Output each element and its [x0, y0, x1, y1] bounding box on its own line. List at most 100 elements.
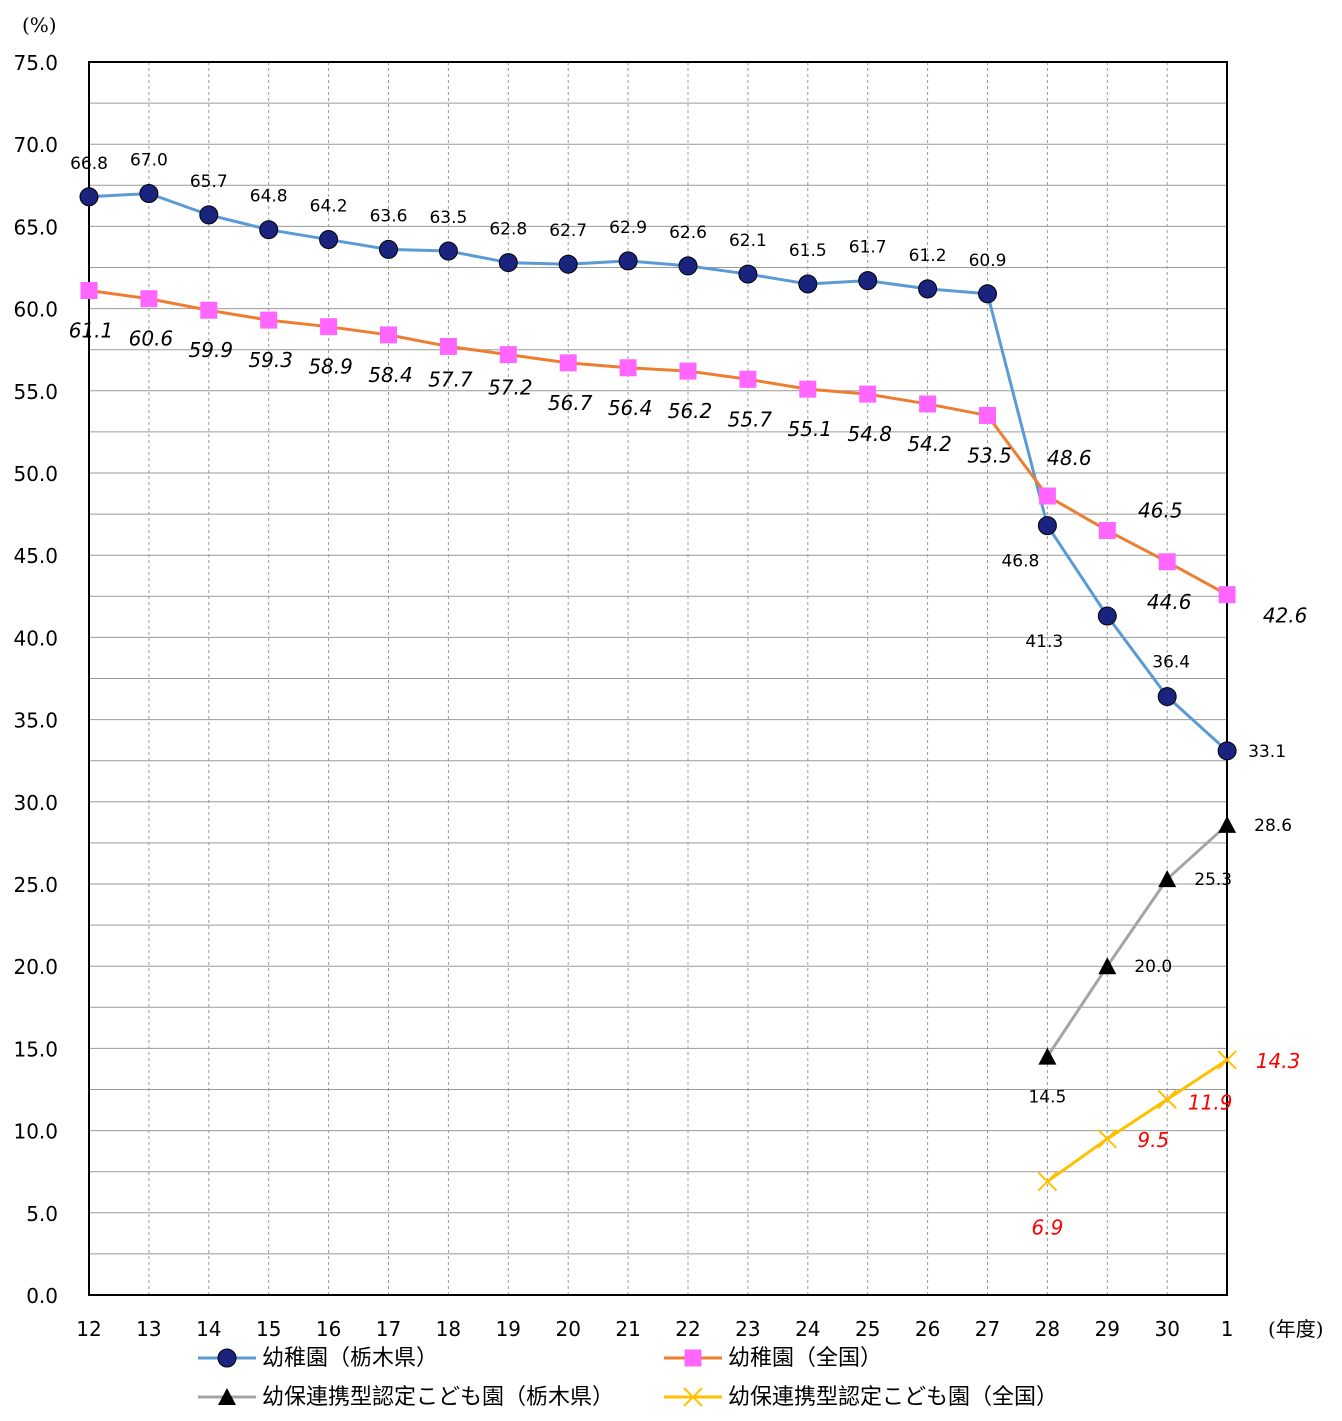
legend-label: 幼稚園（栃木県）	[262, 1346, 438, 1371]
legend-marker	[217, 1348, 237, 1368]
data-labels-layer: 66.8 67.0 65.7 64.8 64.2 63.6 63.5 62.8 62.7 62.9…	[69, 151, 1308, 1240]
y-tick-label: 65.0	[13, 215, 58, 239]
series-tochigi-kindergarten-marker	[79, 187, 99, 207]
y-tick-label: 45.0	[13, 544, 58, 568]
data-label-national-kindergarten: 54.8	[847, 422, 892, 446]
data-label-national-kindergarten: 55.1	[788, 417, 833, 441]
series-national-kindergarten-marker	[80, 282, 98, 300]
y-axis: 0.0 5.0 10.0 15.0 20.0 25.0 30.0 35.0 40.0 45.0 50…	[13, 51, 58, 1308]
series-national-kindergarten-marker	[380, 326, 397, 344]
legend-item: 幼保連携型認定こども園（栃木県）	[198, 1385, 614, 1410]
y-tick-label: 10.0	[13, 1120, 58, 1144]
series-tochigi-kodomoen-marker	[1218, 815, 1237, 833]
data-label-national-kindergarten: 57.7	[428, 367, 473, 391]
data-label-national-kindergarten: 42.6	[1263, 604, 1308, 628]
x-axis-unit-label: (年度)	[1268, 1317, 1324, 1341]
y-tick-label: 30.0	[13, 791, 58, 815]
series-tochigi-kindergarten-marker	[738, 264, 758, 284]
series-tochigi-kodomoen-line	[1046, 823, 1229, 1058]
x-tick-label: 16	[316, 1317, 341, 1341]
data-label-national-kodomoen: 11.9	[1188, 1090, 1233, 1114]
x-tick-label: 18	[436, 1317, 461, 1341]
series-layer	[79, 184, 1237, 1192]
data-label-national-kodomoen: 6.9	[1031, 1216, 1063, 1240]
marker-stroke	[1157, 1089, 1177, 1110]
legend-marker	[218, 1388, 236, 1405]
data-label-national-kindergarten: 58.4	[368, 363, 413, 387]
data-label-national-kindergarten: 44.6	[1147, 590, 1192, 614]
y-tick-label: 60.0	[13, 298, 58, 322]
series-national-kindergarten-line	[88, 289, 1228, 596]
x-tick-label: 17	[376, 1317, 401, 1341]
x-axis: 12 13 14 15 16 17 18 19 20 21 22 23 24 25 26 27 28 29 30 1	[76, 1317, 1233, 1341]
series-national-kindergarten-marker	[979, 406, 996, 424]
data-label-national-kindergarten: 48.6	[1047, 446, 1092, 470]
series-national-kindergarten-marker	[859, 385, 877, 403]
series-tochigi-kindergarten-marker	[798, 274, 818, 294]
y-tick-label: 0.0	[26, 1284, 58, 1308]
data-label-tochigi-kindergarten: 61.5	[789, 241, 827, 261]
series-national-kindergarten-marker	[619, 359, 637, 377]
series-tochigi-kindergarten-marker	[858, 271, 878, 291]
series-tochigi-kindergarten-marker	[978, 284, 997, 304]
legend-label: 幼保連携型認定こども園（栃木県）	[262, 1385, 614, 1410]
y-tick-label: 55.0	[13, 380, 58, 404]
data-label-tochigi-kindergarten: 64.2	[310, 197, 348, 217]
series-national-kindergarten-marker	[200, 301, 218, 319]
series-tochigi-kindergarten-marker	[199, 205, 219, 225]
series-tochigi-kindergarten-marker	[438, 241, 458, 261]
x-tick-label: 22	[675, 1317, 700, 1341]
series-national-kindergarten-marker	[919, 395, 937, 413]
y-tick-label: 40.0	[13, 626, 58, 650]
series-national-kindergarten-marker	[559, 354, 577, 372]
series-national-kodomoen-line	[1046, 1058, 1228, 1183]
series-tochigi-kodomoen	[1038, 815, 1237, 1065]
series-national-kindergarten-marker	[499, 346, 517, 364]
data-label-national-kindergarten: 56.7	[548, 391, 593, 415]
series-national-kodomoen-marker	[1097, 1129, 1118, 1149]
data-label-national-kindergarten: 54.2	[907, 432, 952, 456]
legend-label: 幼稚園（全国）	[728, 1346, 882, 1371]
data-label-national-kindergarten: 61.1	[69, 319, 114, 343]
data-label-national-kodomoen: 9.5	[1137, 1128, 1169, 1152]
series-tochigi-kindergarten-marker	[498, 253, 518, 273]
data-label-tochigi-kindergarten: 60.9	[969, 251, 1007, 271]
y-tick-label: 20.0	[13, 955, 58, 979]
data-label-national-kindergarten: 56.2	[668, 399, 713, 423]
marker-stroke	[1097, 1129, 1118, 1149]
series-national-kindergarten-marker	[1218, 586, 1236, 604]
data-label-tochigi-kindergarten: 63.5	[429, 208, 467, 228]
data-label-tochigi-kindergarten: 66.8	[70, 154, 108, 174]
series-national-kindergarten-marker	[679, 362, 697, 380]
y-tick-label: 5.0	[26, 1202, 58, 1226]
y-tick-label: 25.0	[13, 873, 58, 897]
series-national-kindergarten-marker	[1038, 487, 1056, 505]
series-national-kodomoen	[1037, 1050, 1237, 1192]
x-tick-label: 23	[735, 1317, 760, 1341]
series-tochigi-kindergarten-marker	[1217, 741, 1237, 761]
x-tick-label: 13	[136, 1317, 161, 1341]
data-label-national-kodomoen: 14.3	[1256, 1049, 1301, 1073]
data-label-tochigi-kindergarten: 62.9	[609, 218, 647, 238]
series-tochigi-kindergarten-marker	[1037, 516, 1057, 536]
data-label-national-kindergarten: 56.4	[608, 396, 653, 420]
marker-stroke	[1037, 1171, 1058, 1192]
series-national-kindergarten	[80, 282, 1236, 604]
data-label-tochigi-kodomoen: 28.6	[1254, 816, 1292, 836]
series-tochigi-kindergarten	[79, 184, 1237, 761]
data-label-tochigi-kindergarten: 62.6	[669, 223, 707, 243]
series-national-kindergarten-marker	[260, 311, 278, 329]
x-tick-label: 14	[196, 1317, 221, 1341]
series-national-kodomoen-marker	[1037, 1171, 1058, 1192]
data-label-national-kindergarten: 60.6	[129, 327, 174, 351]
y-axis-unit-label: (%)	[22, 13, 57, 37]
series-tochigi-kindergarten-marker	[918, 279, 938, 299]
series-tochigi-kodomoen-marker	[1038, 1047, 1057, 1065]
legend-item: 幼稚園（栃木県）	[198, 1346, 438, 1371]
data-label-tochigi-kindergarten: 67.0	[130, 151, 168, 171]
data-label-tochigi-kindergarten: 65.7	[190, 172, 228, 192]
data-label-tochigi-kindergarten: 36.4	[1152, 653, 1190, 673]
x-tick-label: 21	[615, 1317, 640, 1341]
x-tick-label: 27	[975, 1317, 1000, 1341]
y-tick-label: 35.0	[13, 709, 58, 733]
